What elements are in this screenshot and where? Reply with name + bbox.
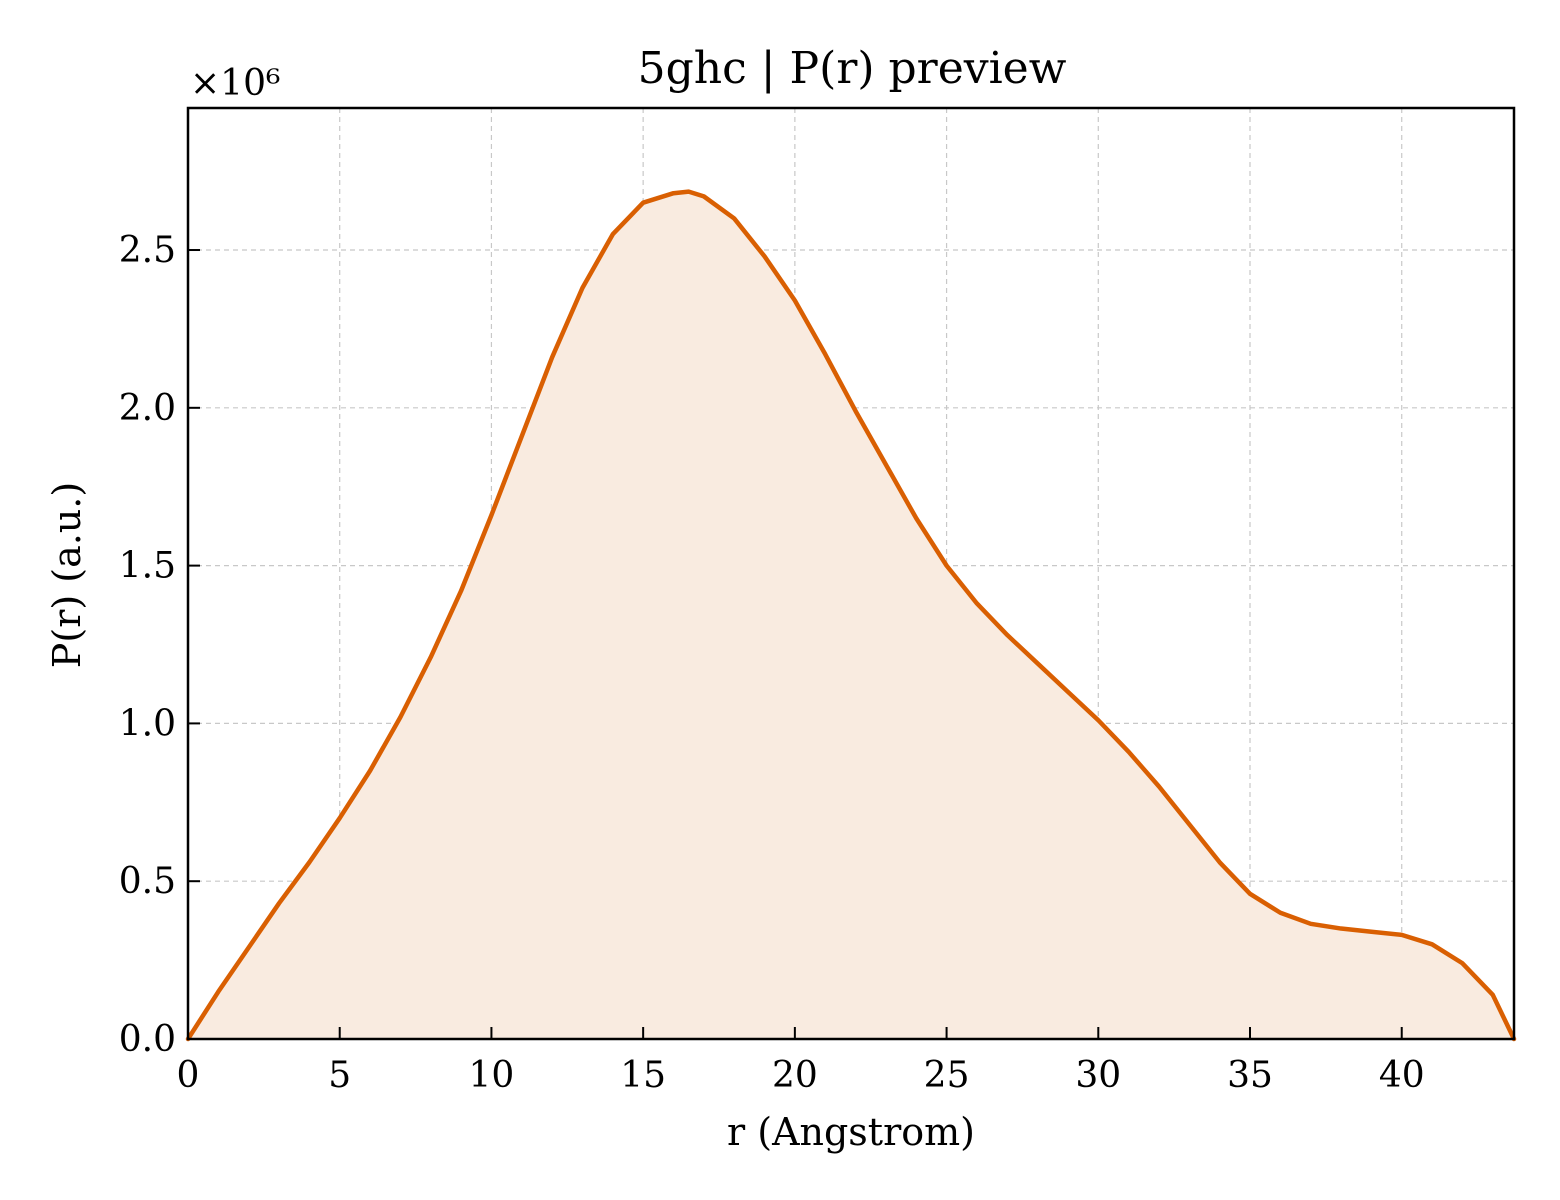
x-tick-label: 10 [469,1055,515,1096]
x-tick-label: 5 [328,1055,351,1096]
y-tick-label: 2.0 [119,388,176,429]
x-tick-label: 25 [924,1055,970,1096]
y-tick-label: 2.5 [119,230,176,271]
plot-frame [186,106,1516,1041]
chart-title: 5ghc | P(r) preview [638,43,1067,94]
y-axis-multiplier: ×10⁶ [190,63,280,104]
axis-ticks: 0 5 10 15 20 25 30 35 40 0.0 0.5 1.0 1.5 2.0 2.5 [119,230,1425,1096]
y-tick-label: 1.5 [119,546,176,587]
y-tick-label: 0.5 [119,861,176,902]
x-axis-label: r (Angstrom) [727,1110,975,1154]
x-tick-label: 40 [1379,1055,1425,1096]
x-tick-label: 20 [772,1055,818,1096]
pr-curve-line [185,189,1517,1042]
x-tick-label: 35 [1227,1055,1273,1096]
x-tick-label: 15 [620,1055,666,1096]
x-tick-label: 30 [1075,1055,1121,1096]
y-tick-label: 0.0 [119,1019,176,1060]
y-tick-label: 1.0 [119,703,176,744]
pr-area-fill [188,191,1514,1039]
x-tick-label: 0 [177,1055,200,1096]
y-axis-label: P(r) (a.u.) [45,482,89,668]
